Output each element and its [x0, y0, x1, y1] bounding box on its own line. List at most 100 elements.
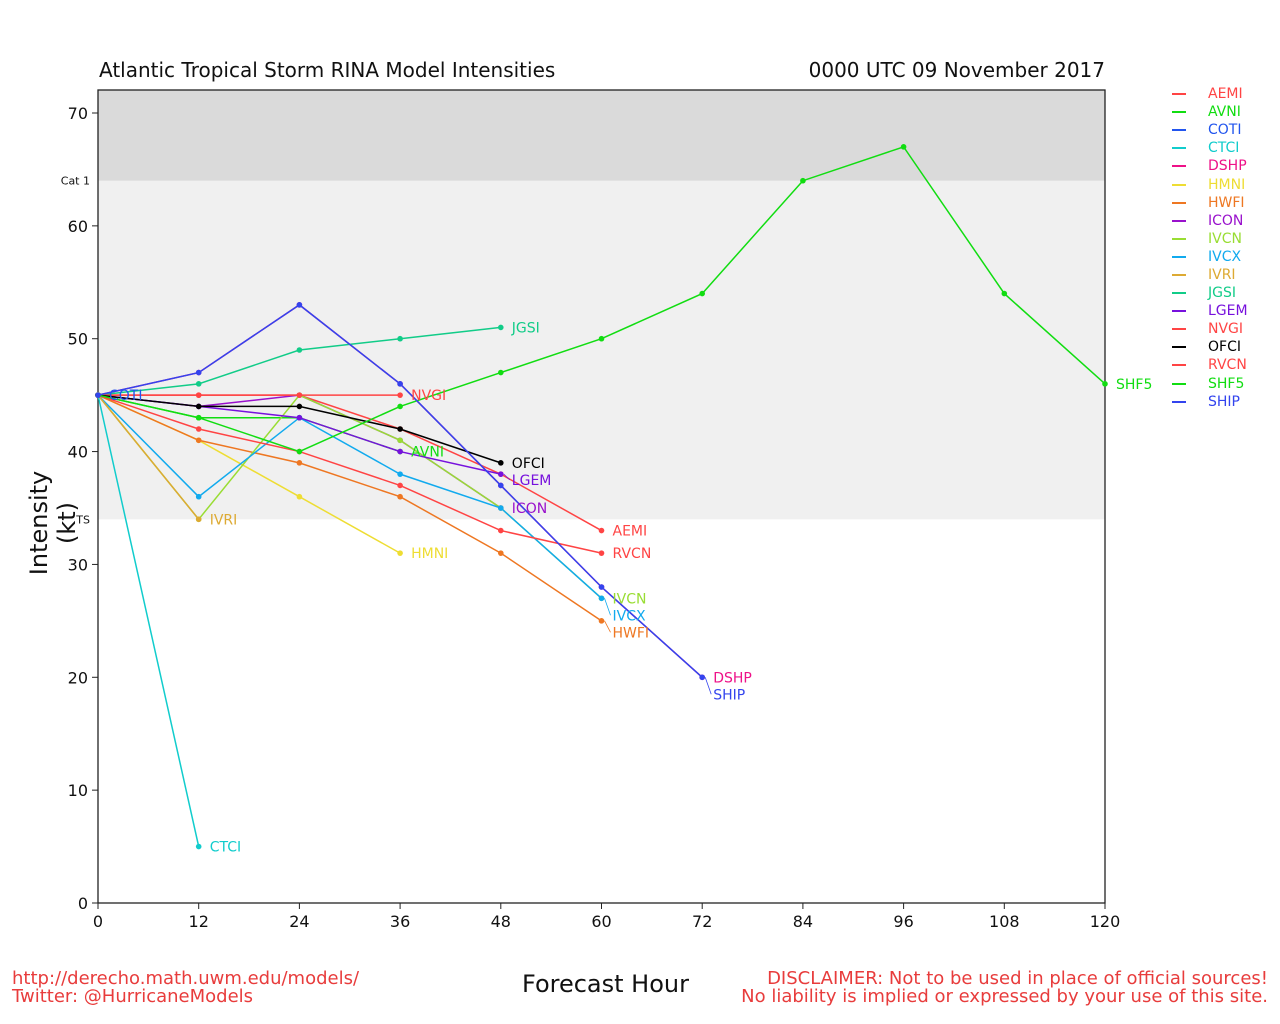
point-ship	[95, 392, 101, 398]
legend-item-nvgi: NVGI	[1172, 320, 1248, 338]
label-leader-hwfi	[604, 620, 611, 633]
data-label-hmni: HMNI	[411, 546, 448, 562]
data-label-ivri: IVRI	[210, 512, 238, 528]
legend-swatch	[1172, 183, 1186, 186]
point-shf5	[1102, 381, 1108, 387]
point-ship	[195, 369, 202, 376]
y-tick-label: 30	[68, 555, 88, 574]
legend-swatch	[1172, 273, 1186, 276]
band-label: Cat 1	[61, 175, 90, 188]
label-leader-ivcx	[604, 598, 611, 616]
twitter-handle: Twitter: @HurricaneModels	[12, 986, 254, 1007]
chart-subtitle: 0000 UTC 09 November 2017	[808, 58, 1105, 82]
y-axis-label: Intensity (kt)	[25, 470, 81, 576]
data-label-aemi: AEMI	[613, 524, 648, 540]
x-tick-label: 84	[793, 912, 813, 931]
y-tick-label: 70	[68, 104, 88, 123]
legend-swatch	[1172, 400, 1186, 403]
point-jgsi	[296, 347, 303, 353]
x-tick-label: 108	[989, 912, 1020, 931]
legend-label: NVGI	[1208, 321, 1244, 338]
y-tick-label: 0	[78, 894, 88, 913]
legend-label: IVCX	[1208, 248, 1242, 265]
legend-label: RVCN	[1208, 357, 1247, 374]
point-ivcx	[598, 595, 605, 602]
data-label-dshp: DSHP	[713, 670, 752, 686]
legend-item-ctci: CTCI	[1172, 139, 1248, 157]
point-shf5	[498, 369, 504, 376]
legend-item-lgem: LGEM	[1172, 302, 1248, 320]
legend-label: AVNI	[1208, 104, 1241, 121]
legend-swatch	[1172, 165, 1186, 168]
point-jgsi	[195, 381, 202, 387]
legend-swatch	[1172, 255, 1186, 258]
point-hwfi	[498, 550, 504, 556]
x-tick-label: 96	[893, 912, 913, 931]
legend: AEMI AVNI COTI CTCI DSHP HMNI HWFI ICON IVCN IVCX…	[1172, 85, 1248, 411]
data-label-icon: ICON	[512, 501, 547, 517]
data-label-nvgi: NVGI	[411, 388, 446, 404]
point-ivcx	[397, 471, 403, 477]
source-url-link[interactable]: http://derecho.math.uwm.edu/models/	[12, 968, 360, 989]
x-tick-label: 36	[390, 912, 410, 931]
data-label-shf5: SHF5	[1116, 377, 1152, 393]
point-ofci	[195, 403, 202, 410]
legend-item-hwfi: HWFI	[1172, 194, 1248, 212]
data-label-jgsi: JGSI	[511, 320, 540, 336]
bands-layer	[98, 90, 1105, 520]
point-rvcn	[195, 426, 202, 432]
x-tick-label: 120	[1090, 912, 1121, 931]
band-label: TS	[75, 513, 90, 526]
point-shf5	[598, 335, 605, 342]
data-label-ofci: OFCI	[512, 456, 545, 472]
point-ofci	[397, 426, 403, 432]
legend-item-hmni: HMNI	[1172, 175, 1248, 193]
y-tick-label: 20	[68, 668, 88, 687]
legend-label: COTI	[1208, 122, 1242, 139]
point-ivcx	[498, 505, 504, 511]
y-tick-label: 40	[68, 443, 88, 462]
data-label-ship: SHIP	[713, 687, 745, 703]
data-label-lgem: LGEM	[512, 473, 552, 489]
point-nvgi	[195, 392, 202, 398]
x-tick-label: 0	[93, 912, 103, 931]
legend-label: IVCN	[1208, 230, 1242, 247]
point-ofci	[498, 460, 504, 466]
point-ofci	[296, 403, 303, 410]
point-hmni	[296, 493, 303, 500]
band-cat-1	[98, 90, 1105, 181]
legend-item-ship: SHIP	[1172, 393, 1248, 411]
point-rvcn	[498, 527, 504, 534]
y-tick-label: 50	[68, 330, 88, 349]
chart-title: Atlantic Tropical Storm RINA Model Inten…	[99, 58, 556, 82]
y-tick-label: 10	[68, 781, 88, 800]
legend-swatch	[1172, 364, 1186, 367]
point-lgem	[296, 414, 303, 421]
point-rvcn	[598, 550, 605, 556]
labels-layer: AEMI AVNI COTI CTCI DSHP HMNI HWFI ICON IVCNIVCX…	[109, 320, 1152, 855]
legend-swatch	[1172, 382, 1186, 385]
point-hwfi	[296, 460, 303, 466]
point-shf5	[800, 177, 806, 184]
point-hmni	[397, 550, 403, 556]
data-label-hwfi: HWFI	[613, 625, 650, 641]
x-tick-label: 12	[189, 912, 209, 931]
series-line-ivri	[97, 394, 200, 520]
data-label-ivcn: IVCN	[613, 591, 647, 607]
legend-swatch	[1172, 111, 1186, 114]
point-ship	[598, 584, 605, 590]
point-nvgi	[296, 392, 303, 398]
point-hwfi	[397, 493, 403, 500]
disclaimer-line-2: No liability is implied or expressed by …	[741, 986, 1268, 1007]
legend-label: OFCI	[1208, 339, 1241, 356]
point-ship	[498, 482, 504, 489]
point-ship	[296, 302, 303, 308]
legend-item-ofci: OFCI	[1172, 338, 1248, 356]
point-shf5	[900, 144, 907, 150]
point-ivcx	[195, 493, 202, 500]
point-shf5	[195, 414, 202, 421]
point-hwfi	[195, 437, 202, 444]
disclaimer-line-1: DISCLAIMER: Not to be used in place of o…	[767, 968, 1268, 989]
x-tick-label: 60	[591, 912, 611, 931]
